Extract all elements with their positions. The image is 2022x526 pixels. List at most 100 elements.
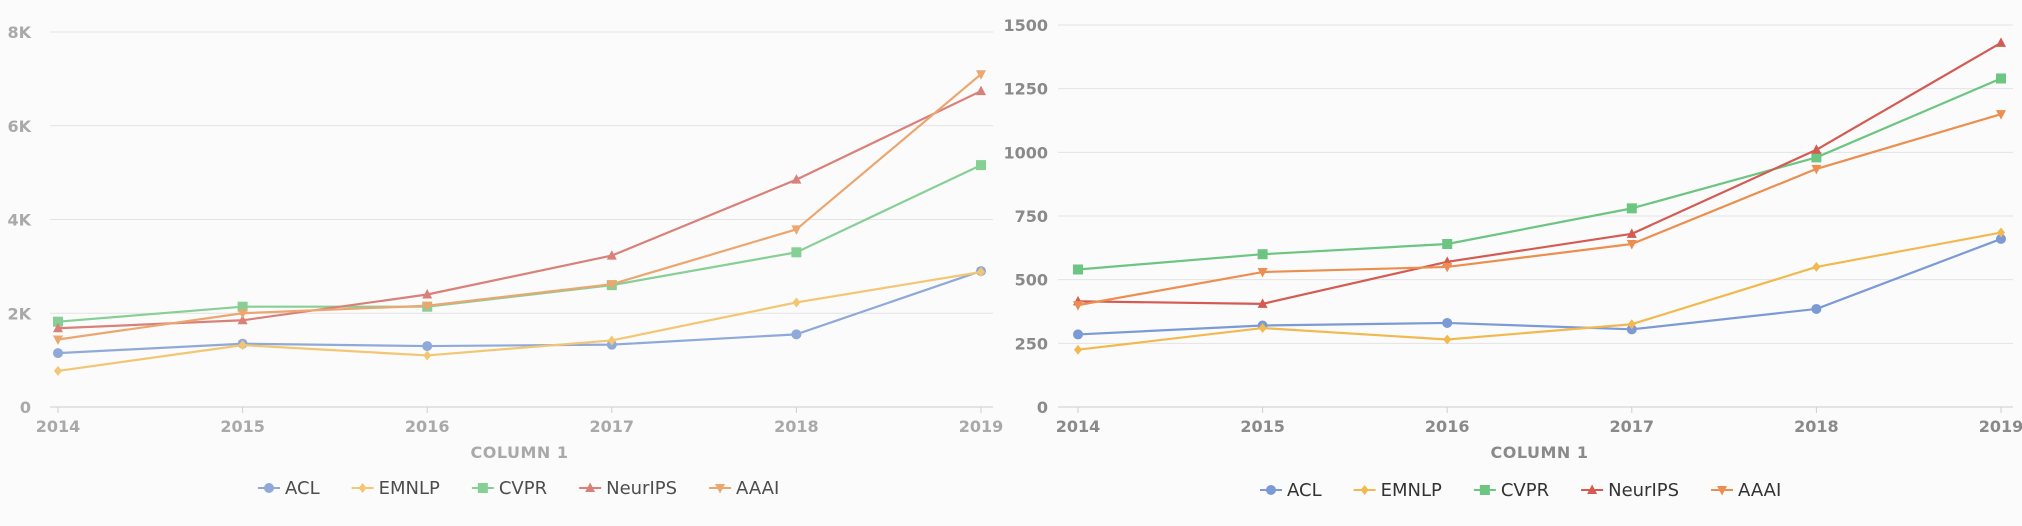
x-tick-label: 2019 bbox=[959, 417, 1004, 436]
y-tick-label: 1000 bbox=[1003, 143, 1048, 162]
series-line bbox=[57, 73, 982, 341]
legend-label: ACL bbox=[285, 478, 320, 499]
y-tick-label: 2K bbox=[7, 304, 31, 323]
data-point bbox=[976, 85, 986, 96]
series-aaai bbox=[53, 70, 986, 345]
y-tick-label: 1250 bbox=[1003, 80, 1048, 99]
data-point bbox=[1074, 344, 1082, 355]
legend-item-cvpr: CVPR bbox=[471, 478, 547, 499]
legend-item-acl: ACL bbox=[1260, 480, 1322, 501]
legend-label: AAAI bbox=[1738, 480, 1781, 501]
data-point bbox=[1997, 227, 2005, 238]
legend-item-aaai: AAAI bbox=[709, 478, 779, 499]
line-chart-1: 0 2K 4K 6K 8K 2014 2015 2016 2017 2018 2019 COLUMN … bbox=[7, 23, 1003, 499]
data-point bbox=[1996, 233, 2006, 244]
legend-marker bbox=[1479, 485, 1490, 495]
data-point bbox=[1257, 268, 1268, 278]
series-line bbox=[1077, 113, 2002, 307]
data-point bbox=[1812, 261, 1821, 272]
legend: ACL EMNLP CVPR NeurIPS AAAI bbox=[1260, 480, 1781, 501]
data-point bbox=[1811, 144, 1822, 154]
data-point bbox=[791, 174, 802, 184]
x-tick-label: 2014 bbox=[36, 417, 81, 436]
data-point bbox=[606, 280, 617, 290]
series-emnlp bbox=[54, 267, 985, 376]
x-tick-label: 2016 bbox=[1425, 417, 1470, 436]
data-point bbox=[53, 335, 63, 345]
data-point bbox=[422, 301, 433, 312]
y-tick-label: 1500 bbox=[1003, 16, 1048, 35]
data-point bbox=[1996, 73, 2006, 84]
data-point bbox=[54, 365, 62, 376]
y-tick-label: 8K bbox=[7, 23, 31, 42]
data-point bbox=[1627, 319, 1636, 330]
series-acl bbox=[53, 266, 986, 359]
series-line bbox=[57, 270, 982, 355]
data-point bbox=[1626, 324, 1637, 335]
legend-marker bbox=[1587, 484, 1598, 494]
legend-marker bbox=[585, 482, 596, 492]
data-point bbox=[1626, 228, 1637, 238]
legend-label: CVPR bbox=[499, 478, 547, 499]
series-neurips bbox=[1073, 37, 2006, 308]
y-tick-label: 0 bbox=[1037, 398, 1048, 417]
data-point bbox=[1442, 317, 1453, 328]
data-point bbox=[977, 267, 985, 277]
x-tick-label: 2014 bbox=[1056, 417, 1101, 436]
x-tick-label: 2015 bbox=[220, 417, 265, 436]
x-axis-title: COLUMN 1 bbox=[1491, 443, 1589, 462]
data-point bbox=[1811, 164, 1822, 175]
x-tick-label: 2018 bbox=[1794, 417, 1839, 436]
data-point bbox=[1996, 37, 2006, 47]
data-point bbox=[1811, 303, 1822, 314]
data-point bbox=[1442, 239, 1453, 250]
series-line bbox=[1077, 41, 2002, 305]
y-tick-label: 4K bbox=[7, 211, 31, 230]
x-tick-label: 2018 bbox=[774, 417, 819, 436]
legend-item-neurips: NeurIPS bbox=[1581, 480, 1679, 501]
x-tick-label: 2015 bbox=[1240, 417, 1285, 436]
data-point bbox=[976, 70, 986, 80]
data-point bbox=[791, 247, 802, 258]
series-line bbox=[1077, 237, 2002, 336]
legend-item-emnlp: EMNLP bbox=[1353, 480, 1442, 501]
legend-label: ACL bbox=[1287, 480, 1322, 501]
y-tick-label: 6K bbox=[7, 117, 31, 136]
x-tick-label: 2016 bbox=[405, 417, 450, 436]
legend-label: NeurIPS bbox=[1608, 480, 1679, 501]
data-point bbox=[53, 348, 63, 359]
legend-marker bbox=[1266, 485, 1276, 495]
data-point bbox=[237, 301, 248, 312]
data-point bbox=[53, 322, 63, 333]
data-point bbox=[1257, 298, 1268, 308]
data-point bbox=[237, 309, 248, 319]
series-acl bbox=[1073, 233, 2006, 340]
y-tick-label: 750 bbox=[1015, 207, 1048, 226]
data-point bbox=[1073, 264, 1083, 275]
legend-item-acl: ACL bbox=[258, 478, 320, 499]
y-tick-label: 0 bbox=[20, 398, 31, 417]
legend-label: CVPR bbox=[1501, 480, 1549, 501]
data-point bbox=[1996, 110, 2006, 120]
legend-label: AAAI bbox=[736, 478, 779, 499]
data-point bbox=[422, 289, 433, 299]
series-line bbox=[57, 270, 982, 372]
data-point bbox=[1626, 203, 1637, 214]
series-line bbox=[1077, 77, 2002, 271]
x-tick-label: 2017 bbox=[1610, 417, 1655, 436]
series-aaai bbox=[1073, 110, 2006, 311]
legend-label: EMNLP bbox=[379, 478, 440, 499]
legend-marker bbox=[1360, 485, 1369, 495]
data-point bbox=[1811, 152, 1822, 163]
line-chart-2: 0 250 500 750 1000 1250 1500 2014 2015 2016 2017 20… bbox=[1003, 16, 2022, 501]
x-axis-title: COLUMN 1 bbox=[471, 443, 569, 462]
legend-marker bbox=[358, 483, 367, 493]
data-point bbox=[238, 340, 247, 351]
legend-item-neurips: NeurIPS bbox=[579, 478, 677, 499]
data-point bbox=[422, 341, 433, 352]
legend-label: EMNLP bbox=[1381, 480, 1442, 501]
data-point bbox=[423, 350, 432, 361]
data-point bbox=[1257, 249, 1268, 260]
series-cvpr bbox=[1073, 73, 2006, 275]
